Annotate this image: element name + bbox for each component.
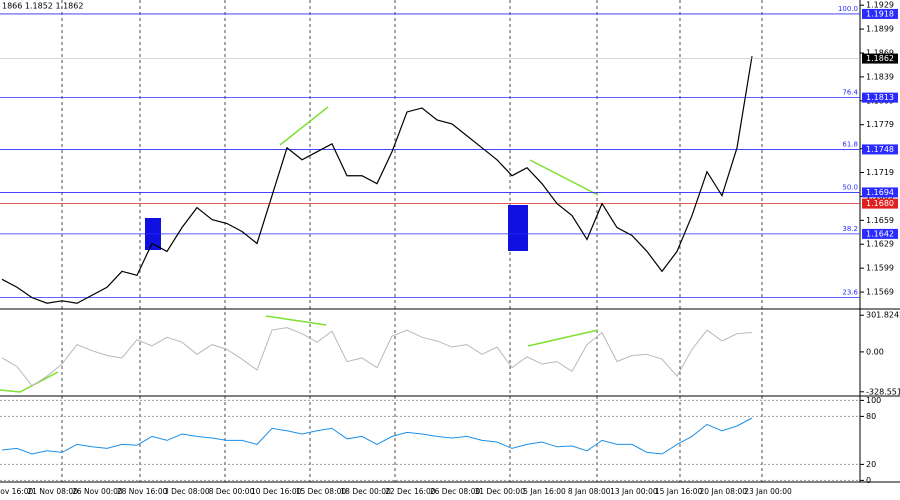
y-tick-label: 1.1599 (866, 264, 894, 273)
y-tick-label: 1.1629 (866, 240, 894, 249)
level-label: 1.1813 (866, 93, 894, 102)
level-label-box (862, 187, 898, 198)
x-tick-label: 15 Jan 16:00 (655, 487, 703, 496)
x-tick-label: 8 Jan 08:00 (568, 487, 611, 496)
y-tick-label: 1.1899 (866, 25, 894, 34)
y-tick-label: 1.1929 (866, 1, 894, 10)
level-label-box (862, 144, 898, 155)
x-tick-label: 20 Jan 08:00 (700, 487, 748, 496)
last-price-label: 1.1862 (866, 54, 894, 63)
level-label: 1.1694 (866, 188, 894, 197)
zone-box (508, 205, 528, 251)
level-ratio: 50.0 (842, 183, 858, 191)
vertical-grid (61, 0, 763, 482)
level-label-box (862, 228, 898, 239)
level-ratio: 61.8 (842, 140, 858, 148)
indicator-line (1, 327, 753, 387)
level-ratio: 76.4 (842, 89, 858, 97)
x-tick-label: 28 Nov 16:00 (117, 487, 168, 496)
x-tick-label: 31 Dec 00:00 (475, 487, 526, 496)
indicator-line (1, 417, 753, 455)
level-label: 1.1642 (866, 229, 894, 238)
y-tick-label: 1.1779 (866, 120, 894, 129)
level-label-box (862, 92, 898, 103)
level-ratio: 38.2 (842, 225, 858, 233)
x-tick-label: 26 Nov 00:00 (72, 487, 123, 496)
level-label: 1.1748 (866, 145, 894, 154)
x-tick-label: 15 Dec 08:00 (296, 487, 347, 496)
x-tick-label: 26 Dec 08:00 (430, 487, 481, 496)
level-label: 1.1918 (866, 9, 894, 18)
y-tick-label: 80 (866, 412, 876, 421)
level-ratio: 100.0 (838, 5, 858, 13)
level-label-box (862, 198, 898, 209)
y-tick-label: 100 (866, 396, 881, 405)
level-label-box (862, 8, 898, 19)
y-tick-label: -328.551 (866, 387, 900, 396)
header-text: 1866 1.1852 1.1862 (2, 2, 83, 11)
y-tick-label: 1.1569 (866, 288, 894, 297)
indicator-line (1, 56, 753, 304)
last-price-box (862, 53, 898, 64)
level-label: 1.1680 (866, 199, 894, 208)
x-tick-label: 10 Dec 16:00 (251, 487, 302, 496)
x-tick-label: 13 Jan 00:00 (610, 487, 658, 496)
x-tick-label: 22 Dec 16:00 (385, 487, 436, 496)
level-ratio: 23.6 (842, 289, 858, 297)
y-tick-label: 1.1719 (866, 168, 894, 177)
y-tick-label: 0 (866, 476, 871, 485)
y-tick-label: 1.1839 (866, 72, 894, 81)
y-tick-label: 301.8242 (866, 311, 900, 320)
y-tick-label: 1.1659 (866, 216, 894, 225)
y-tick-label: 20 (866, 460, 876, 469)
x-tick-label: 3 Dec 08:00 (164, 487, 210, 496)
x-tick-label: 8 Dec 00:00 (209, 487, 255, 496)
x-tick-label: 5 Jan 16:00 (523, 487, 566, 496)
y-tick-label: 0.00 (866, 347, 884, 356)
x-tick-label: 18 Dec 00:00 (340, 487, 391, 496)
x-tick-label: 23 Jan 00:00 (744, 487, 792, 496)
x-tick-label: 21 Nov 08:00 (27, 487, 78, 496)
divergence-lines (0, 106, 599, 393)
y-tick-label: 1.1869 (866, 48, 894, 57)
x-tick-label: 18 Nov 16:00 (0, 487, 34, 496)
panel-frames (0, 0, 900, 483)
